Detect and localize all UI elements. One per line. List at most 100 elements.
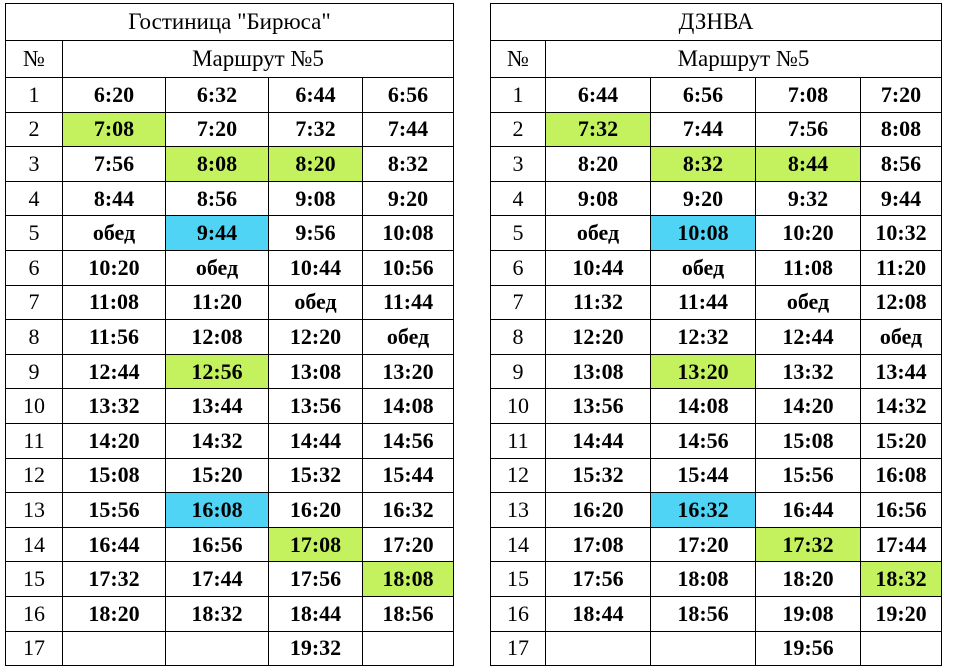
row-number: 14 [490, 526, 546, 563]
schedule-row: 10 13:56 14:08 14:20 14:32 [490, 388, 943, 424]
row-number: 8 [5, 319, 63, 355]
schedule-row: 12 15:08 15:20 15:32 15:44 [5, 457, 455, 494]
time-cell: 9:20 [650, 180, 756, 217]
time-cell: 12:20 [268, 319, 363, 355]
time-cell: 15:32 [545, 457, 651, 494]
header-row: № Маршрут №5 [490, 40, 943, 78]
time-cell: 18:08 [650, 561, 756, 597]
schedule-row: 8 11:56 12:08 12:20 обед [5, 319, 455, 355]
time-cell: 17:20 [650, 526, 756, 563]
time-cell: 19:08 [755, 595, 861, 632]
empty-cell [165, 630, 269, 667]
schedule-row: 12 15:32 15:44 15:56 16:08 [490, 457, 943, 494]
schedule-row: 5 обед 10:08 10:20 10:32 [490, 215, 943, 251]
schedule-row: 1 6:44 6:56 7:08 7:20 [490, 77, 943, 113]
time-cell: 7:44 [650, 111, 756, 148]
row-number: 17 [490, 630, 546, 667]
time-cell: 14:44 [268, 422, 363, 459]
schedule-row: 9 12:44 12:56 13:08 13:20 [5, 353, 455, 390]
time-cell: 10:44 [545, 249, 651, 286]
time-cell: 13:32 [755, 353, 861, 390]
time-cell: 7:20 [165, 111, 269, 148]
row-number: 16 [5, 595, 63, 632]
time-cell: 13:56 [545, 388, 651, 424]
schedule-row: 14 17:08 17:20 17:32 17:44 [490, 526, 943, 563]
row-number: 3 [5, 146, 63, 182]
row-number: 10 [5, 388, 63, 424]
schedule-row: 13 16:20 16:32 16:44 16:56 [490, 492, 943, 528]
time-cell: обед [361, 319, 455, 355]
time-cell: 9:44 [165, 215, 269, 251]
number-header: № [490, 40, 546, 78]
time-cell: 17:08 [268, 526, 363, 563]
time-cell: 16:56 [859, 492, 943, 528]
time-cell: 8:44 [755, 146, 861, 182]
time-cell: 17:44 [859, 526, 943, 563]
time-cell: 8:56 [165, 180, 269, 217]
time-cell: 14:20 [62, 422, 166, 459]
time-cell: 18:20 [62, 595, 166, 632]
time-cell: 19:32 [268, 630, 363, 667]
time-cell: 8:32 [361, 146, 455, 182]
row-number: 10 [490, 388, 546, 424]
time-cell: 18:32 [165, 595, 269, 632]
time-cell: 12:56 [165, 353, 269, 390]
time-cell: 11:08 [755, 249, 861, 286]
time-cell: 6:32 [165, 77, 269, 113]
row-number: 1 [5, 77, 63, 113]
time-cell: 13:20 [361, 353, 455, 390]
time-cell: обед [859, 319, 943, 355]
time-cell: 16:56 [165, 526, 269, 563]
time-cell: 15:20 [859, 422, 943, 459]
time-cell: 13:32 [62, 388, 166, 424]
time-cell: 19:20 [859, 595, 943, 632]
time-cell: 14:32 [165, 422, 269, 459]
time-cell: 16:32 [650, 492, 756, 528]
table-title: Гостиница "Бирюса" [4, 3, 455, 41]
time-cell: 15:56 [62, 492, 166, 528]
row-number: 17 [5, 630, 63, 667]
empty-cell [545, 630, 651, 667]
schedule-row: 17 19:56 [490, 630, 943, 667]
row-number: 8 [490, 319, 546, 355]
row-number: 3 [490, 146, 546, 182]
time-cell: 13:20 [650, 353, 756, 390]
schedule-row: 3 7:56 8:08 8:20 8:32 [5, 146, 455, 182]
schedule-row: 14 16:44 16:56 17:08 17:20 [5, 526, 455, 563]
time-cell: 17:44 [165, 561, 269, 597]
time-cell: 14:56 [361, 422, 455, 459]
time-cell: 13:44 [165, 388, 269, 424]
time-cell: 10:32 [859, 215, 943, 251]
schedule-table: Гостиница "Бирюса" № Маршрут №5 1 6:20 6:32 6:… [4, 3, 455, 667]
schedule-row: 15 17:56 18:08 18:20 18:32 [490, 561, 943, 597]
time-cell: обед [545, 215, 651, 251]
time-cell: 11:08 [62, 284, 166, 321]
schedule-row: 16 18:44 18:56 19:08 19:20 [490, 595, 943, 632]
header-row: № Маршрут №5 [5, 40, 455, 78]
row-number: 13 [490, 492, 546, 528]
time-cell: 16:08 [165, 492, 269, 528]
time-cell: обед [165, 249, 269, 286]
time-cell: 10:44 [268, 249, 363, 286]
time-cell: 10:08 [650, 215, 756, 251]
empty-cell [650, 630, 756, 667]
empty-cell [62, 630, 166, 667]
row-number: 11 [5, 422, 63, 459]
time-cell: 9:20 [361, 180, 455, 217]
row-number: 12 [5, 457, 63, 494]
time-cell: 17:56 [545, 561, 651, 597]
time-cell: 18:44 [268, 595, 363, 632]
row-number: 5 [5, 215, 63, 251]
time-cell: 13:08 [545, 353, 651, 390]
schedule-row: 17 19:32 [5, 630, 455, 667]
time-cell: 18:08 [361, 561, 455, 597]
time-cell: 6:20 [62, 77, 166, 113]
time-cell: 18:56 [650, 595, 756, 632]
schedule-row: 16 18:20 18:32 18:44 18:56 [5, 595, 455, 632]
time-cell: 11:44 [650, 284, 756, 321]
row-number: 4 [5, 180, 63, 217]
row-number: 11 [490, 422, 546, 459]
time-cell: 13:08 [268, 353, 363, 390]
row-number: 14 [5, 526, 63, 563]
